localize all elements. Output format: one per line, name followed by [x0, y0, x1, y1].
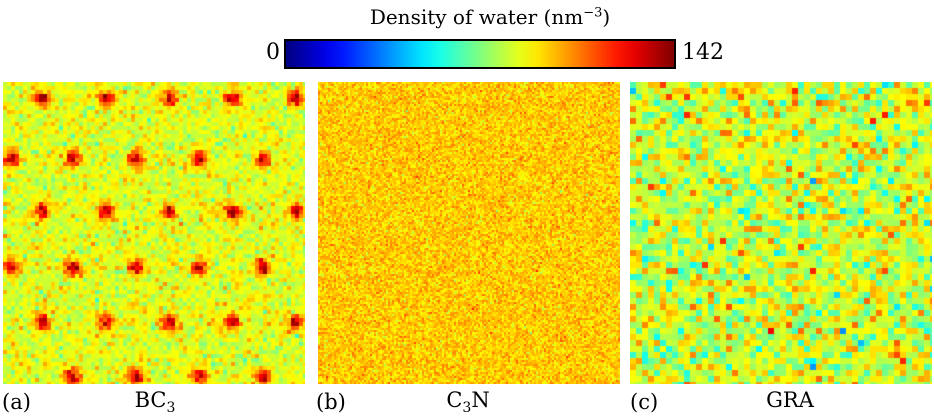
- heatmap-panel-c3n: [318, 82, 620, 384]
- panel-label-a: (a): [2, 390, 31, 414]
- colorbar-title: Density of water (nm−3): [300, 4, 680, 30]
- colorbar-title-close: ): [602, 5, 611, 29]
- material-label-gra-base: GRA: [766, 388, 814, 412]
- material-label-bc3-base: BC: [134, 388, 167, 412]
- material-label-c3n-suffix: N: [471, 388, 490, 412]
- panel-label-c: (c): [630, 390, 659, 414]
- colorbar-max-label: 142: [682, 40, 724, 65]
- colorbar-title-text: Density of water (nm: [369, 5, 584, 29]
- material-label-c3n-base: C: [446, 388, 463, 412]
- colorbar-gradient: [284, 39, 676, 69]
- material-label-gra: GRA: [715, 387, 865, 413]
- colorbar-title-exponent: −3: [583, 5, 603, 21]
- heatmap-panel-gra: [630, 82, 932, 384]
- material-label-c3n: C3N: [393, 387, 543, 417]
- heatmap-panel-bc3: [3, 82, 305, 384]
- panel-label-b: (b): [316, 390, 346, 414]
- material-label-bc3: BC3: [80, 387, 230, 417]
- material-label-bc3-sub: 3: [166, 400, 176, 417]
- material-label-c3n-sub: 3: [462, 400, 472, 417]
- colorbar-min-label: 0: [266, 40, 280, 65]
